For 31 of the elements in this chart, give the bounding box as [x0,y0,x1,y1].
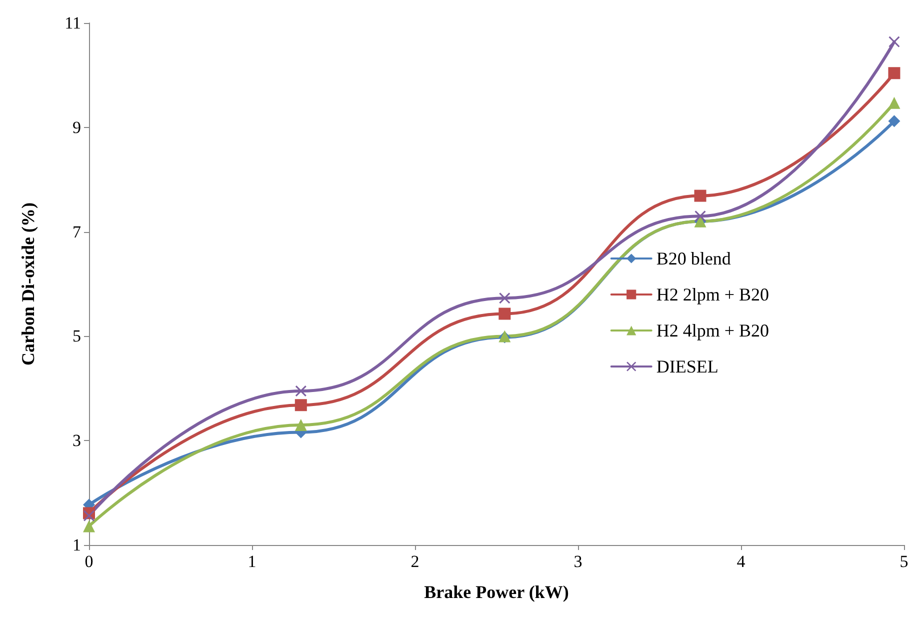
x-tick-label: 3 [574,552,582,571]
y-tick-label: 9 [72,118,81,137]
y-tick-label: 7 [72,222,82,242]
point [694,210,706,222]
point [295,386,306,397]
point [498,308,511,320]
legend-label: B20 blend [656,248,731,268]
y-tick-label: 5 [72,326,81,346]
point [888,67,900,80]
legend-label: DIESEL [656,356,718,376]
x-tick-label: 5 [900,552,908,571]
point [888,36,900,48]
point [888,115,900,128]
point [499,292,510,304]
x-tick-label: 0 [84,552,94,571]
x-axis-title: Brake Power (kW) [424,582,569,602]
legend-label: H2 4lpm + B20 [656,320,770,340]
point [294,418,307,431]
x-tick-label: 1 [248,552,256,571]
y-tick-label: 3 [72,431,81,450]
point [888,96,900,109]
y-tick-label: 11 [64,14,81,32]
y-tick-label: 1 [72,536,81,554]
point [83,520,95,532]
point [694,190,706,202]
x-tick-label: 4 [736,552,746,571]
point [294,399,307,412]
y-axis-title: Carbon Di-oxide (%) [18,202,38,366]
point [84,510,94,522]
x-tick-label: 2 [410,552,420,571]
legend-label: H2 2lpm + B20 [656,284,770,304]
